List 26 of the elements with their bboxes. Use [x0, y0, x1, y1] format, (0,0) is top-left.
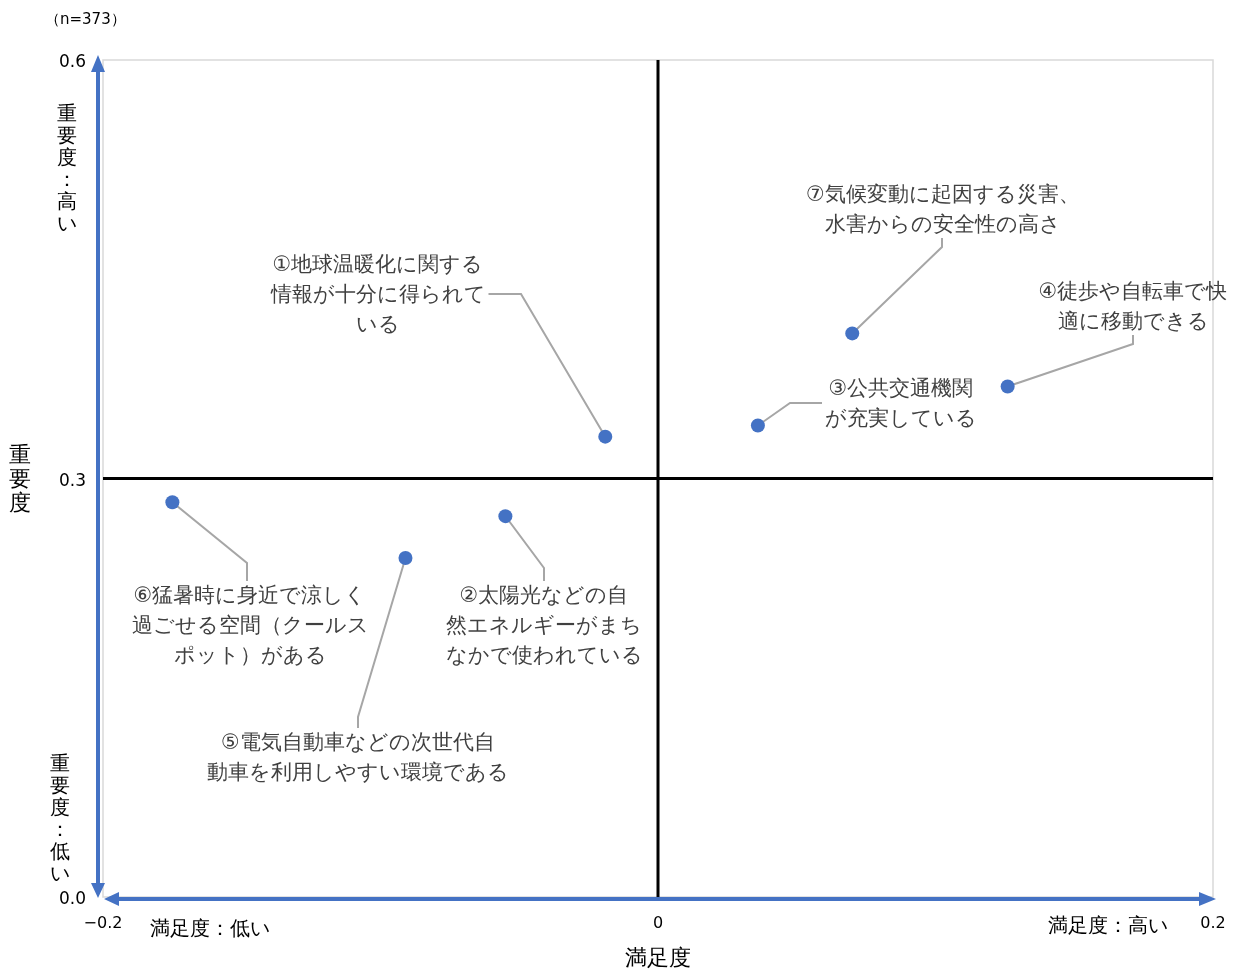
text: 重要度：低い [50, 751, 70, 885]
y-tick-label: 0.6 [58, 51, 86, 71]
text: （n=373） [45, 10, 126, 28]
annotation: ②太陽光などの自然エネルギーがまちなかで使われている [445, 583, 643, 667]
y-tick-label: 0.3 [58, 469, 86, 490]
text: 満足度：低い [150, 916, 270, 940]
point [845, 326, 860, 341]
point [598, 429, 613, 444]
point [165, 495, 180, 510]
x-axis-title: 満足度 [625, 945, 691, 970]
annotation: ⑥猛暑時に身近で涼しく過ごせる空間（クールスポット）がある [131, 583, 369, 667]
text: 重要度 [9, 442, 31, 515]
point [498, 509, 513, 524]
annotation: ③公共交通機関が充実している [825, 376, 977, 430]
point [1000, 379, 1015, 394]
point [398, 551, 413, 566]
y-axis-title: 重要度 [57, 101, 77, 169]
text: 満足度：高い [1048, 913, 1168, 937]
text: ：高い [57, 167, 77, 235]
y-tick-label: 0.0 [58, 888, 86, 908]
x-tick-label: −0.2 [83, 913, 123, 932]
annotation: ①地球温暖化に関する情報が十分に得られている [269, 252, 486, 336]
x-tick-label: 0.2 [1200, 913, 1226, 932]
point [750, 418, 765, 433]
annotation: ④徒歩や自転車で快適に移動できる [1038, 279, 1228, 333]
x-tick-label: 0 [652, 913, 664, 932]
